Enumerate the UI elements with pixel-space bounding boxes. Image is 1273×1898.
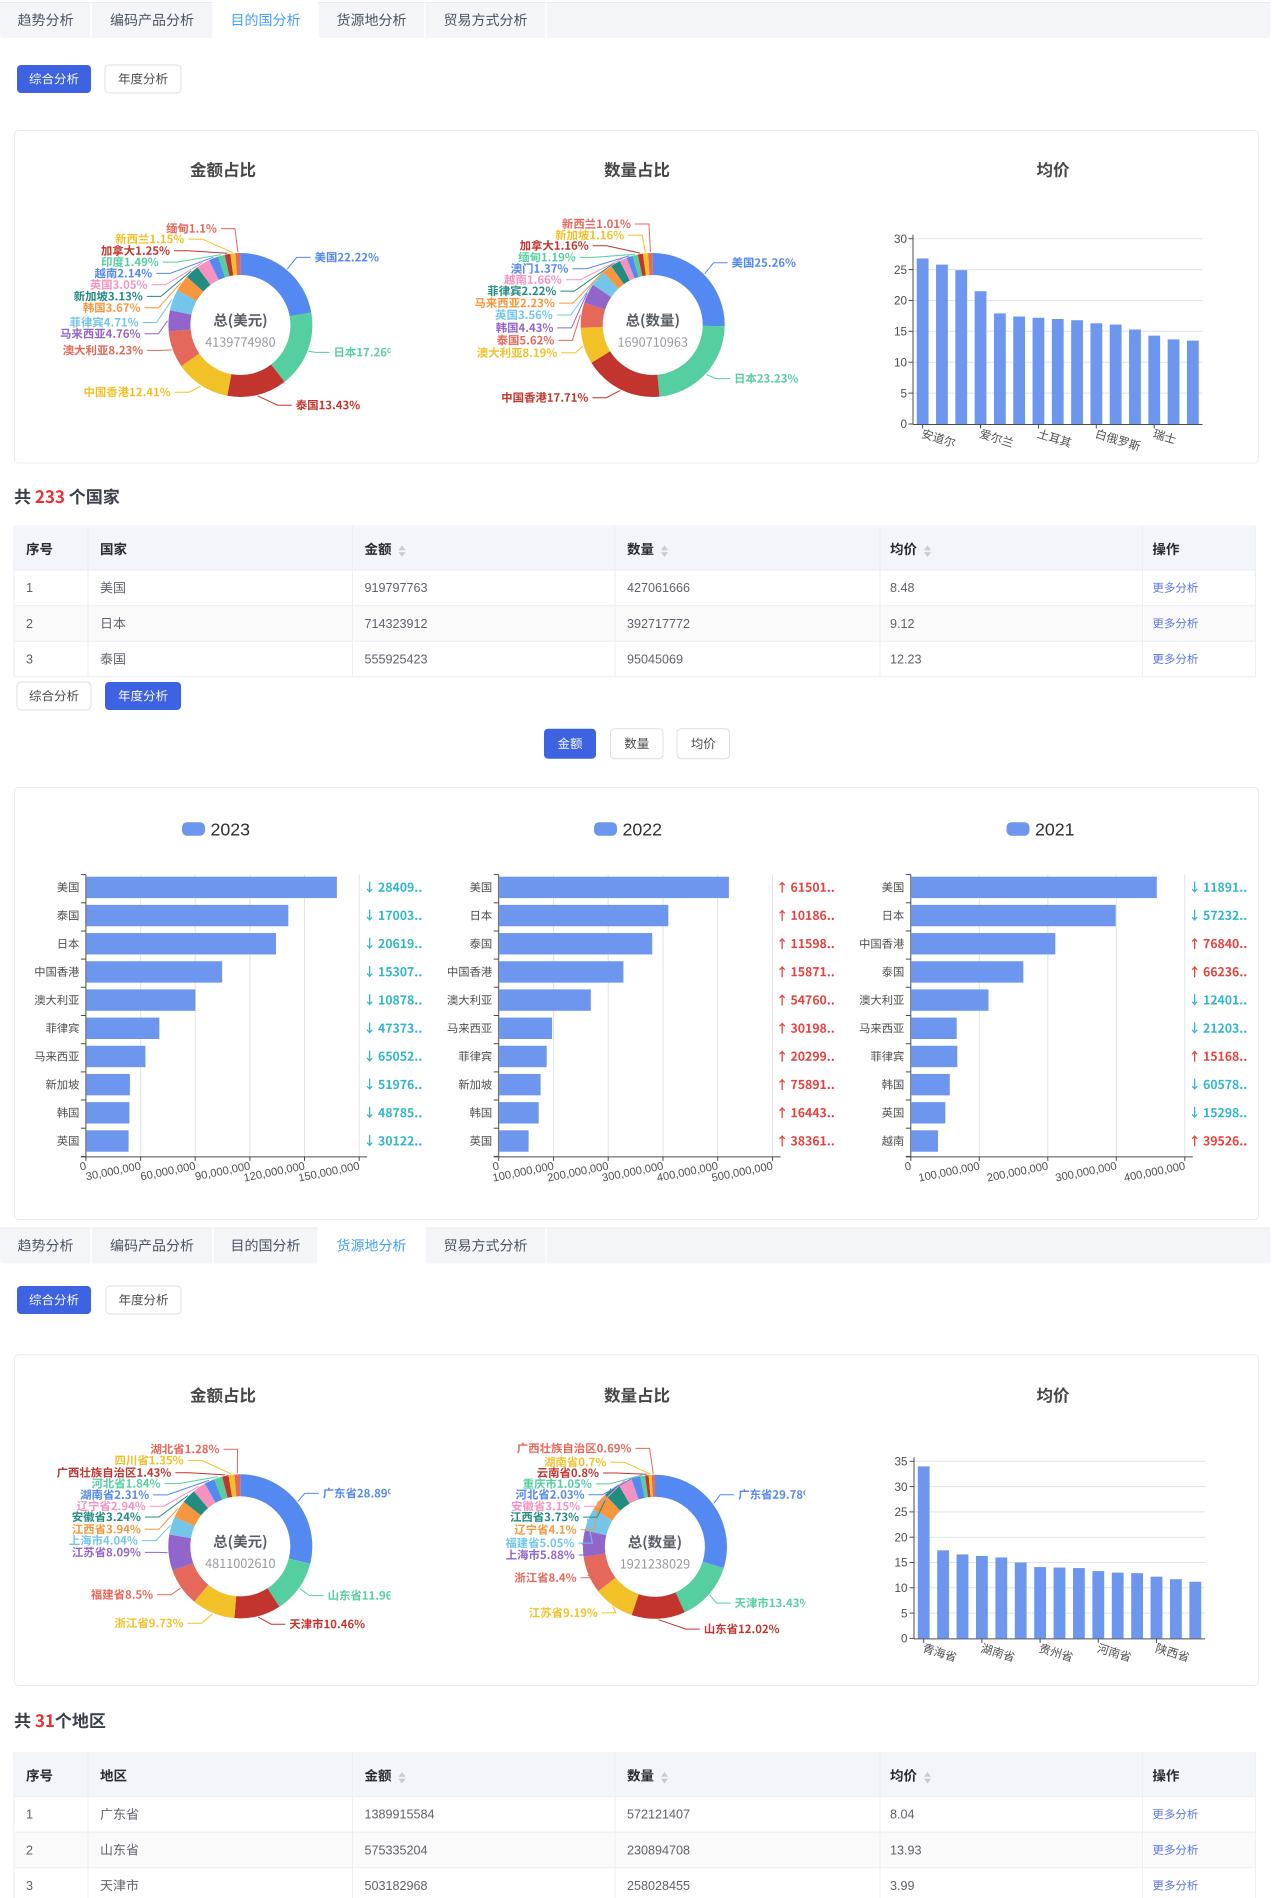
svg-text:0: 0 — [904, 1160, 913, 1173]
svg-text:575335204: 575335204 — [365, 1843, 428, 1857]
svg-text:30: 30 — [894, 1481, 908, 1494]
svg-text:2023: 2023 — [211, 819, 251, 839]
svg-text:5: 5 — [901, 1607, 908, 1620]
svg-text:15: 15 — [894, 326, 908, 339]
svg-text:13.93: 13.93 — [890, 1843, 922, 1857]
svg-text:230894708: 230894708 — [627, 1843, 690, 1857]
svg-text:30: 30 — [894, 233, 908, 246]
svg-text:1: 1 — [26, 1808, 33, 1822]
svg-text:10: 10 — [894, 356, 908, 369]
svg-text:3: 3 — [26, 652, 33, 666]
svg-text:25: 25 — [894, 1506, 908, 1519]
svg-text:8.04: 8.04 — [890, 1808, 915, 1822]
svg-text:8.48: 8.48 — [890, 581, 915, 595]
svg-text:3.99: 3.99 — [890, 1879, 915, 1893]
svg-text:919797763: 919797763 — [365, 581, 428, 595]
svg-text:503182968: 503182968 — [365, 1879, 428, 1893]
svg-text:35: 35 — [894, 1456, 908, 1469]
svg-text:1389915584: 1389915584 — [365, 1808, 435, 1822]
svg-text:9.12: 9.12 — [890, 617, 915, 631]
svg-text:12.23: 12.23 — [890, 652, 922, 666]
svg-text:1: 1 — [26, 581, 33, 595]
svg-text:555925423: 555925423 — [365, 652, 428, 666]
svg-text:15: 15 — [894, 1557, 908, 1570]
svg-text:572121407: 572121407 — [627, 1808, 690, 1822]
svg-text:258028455: 258028455 — [627, 1879, 690, 1893]
svg-text:2: 2 — [26, 617, 33, 631]
svg-text:392717772: 392717772 — [627, 617, 690, 631]
svg-text:20: 20 — [894, 295, 908, 308]
svg-text:427061666: 427061666 — [627, 581, 690, 595]
svg-text:2022: 2022 — [623, 819, 663, 839]
svg-text:3: 3 — [26, 1879, 33, 1893]
svg-text:5: 5 — [900, 387, 907, 400]
svg-text:20: 20 — [894, 1531, 908, 1544]
svg-text:95045069: 95045069 — [627, 652, 683, 666]
svg-text:0: 0 — [79, 1160, 88, 1173]
svg-text:0: 0 — [900, 418, 907, 431]
svg-text:25: 25 — [894, 264, 908, 277]
svg-text:10: 10 — [894, 1582, 908, 1595]
svg-text:0: 0 — [492, 1160, 501, 1173]
svg-text:2021: 2021 — [1035, 819, 1075, 839]
svg-text:2: 2 — [26, 1843, 33, 1857]
svg-text:0: 0 — [901, 1633, 908, 1646]
svg-text:714323912: 714323912 — [365, 617, 428, 631]
